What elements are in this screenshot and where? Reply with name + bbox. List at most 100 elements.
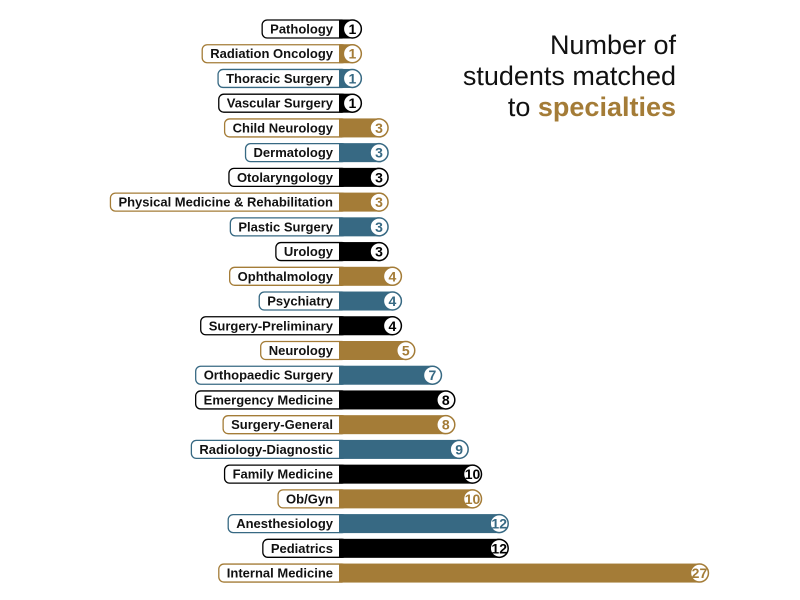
bar-row-child-neurology: Child Neurology 3 — [223, 118, 389, 138]
bar — [339, 340, 406, 360]
value-badge — [462, 489, 483, 509]
data-label: 8 — [442, 392, 450, 408]
data-label: 4 — [389, 318, 397, 334]
category-label: Plastic Surgery — [238, 219, 333, 234]
data-label: 1 — [348, 95, 356, 111]
bar-row-anesthesiology: Anesthesiology 12 — [227, 513, 509, 534]
data-label: 3 — [375, 145, 383, 161]
value-badge — [382, 316, 403, 336]
bar-row-thoracic-surgery: Thoracic Surgery 1 — [217, 68, 363, 89]
bar-row-otolaryngology: Otolaryngology 3 — [228, 167, 389, 188]
bar-row-dermatology: Dermatology 3 — [244, 142, 389, 163]
bar — [339, 563, 700, 583]
chart-title: Number of students matched to specialtie… — [463, 30, 676, 123]
bar — [339, 316, 393, 336]
value-badge — [382, 291, 403, 311]
value-badge — [369, 167, 389, 188]
bar-row-surgery-preliminary: Surgery-Preliminary 4 — [200, 316, 403, 336]
data-label: 10 — [465, 491, 481, 507]
value-badge — [342, 19, 363, 39]
category-label: Vascular Surgery — [227, 96, 334, 111]
category-label: Radiology-Diagnostic — [199, 442, 333, 457]
category-label: Internal Medicine — [227, 566, 333, 581]
bar-row-pathology: Pathology 1 — [261, 19, 363, 39]
category-label: Orthopaedic Surgery — [204, 368, 334, 383]
value-badge — [436, 390, 456, 410]
bar-row-vascular-surgery: Vascular Surgery 1 — [218, 93, 363, 113]
chart-title-prefix: to — [507, 92, 531, 122]
bar-row-surgery-general: Surgery-General 8 — [222, 414, 456, 435]
bar-row-radiation-oncology: Radiation Oncology 1 — [201, 43, 363, 64]
data-label: 4 — [389, 293, 397, 309]
value-badge — [422, 365, 443, 385]
bar — [339, 242, 380, 262]
bar — [339, 365, 433, 385]
value-badge — [342, 43, 363, 64]
data-label: 12 — [491, 540, 507, 556]
bar — [339, 143, 380, 163]
chart-title-accent: specialties — [537, 92, 676, 122]
category-label: Surgery-Preliminary — [209, 318, 334, 333]
data-label: 7 — [429, 367, 437, 383]
category-label: Surgery-General — [231, 417, 333, 432]
data-label: 1 — [348, 70, 356, 86]
bar-row-plastic-surgery: Plastic Surgery 3 — [229, 217, 389, 237]
bar — [339, 390, 446, 410]
data-label: 1 — [348, 46, 356, 62]
value-badge — [489, 538, 509, 559]
chart-title-line-3: to specialties — [463, 92, 676, 123]
bar — [339, 439, 460, 459]
value-badge — [436, 414, 456, 435]
bar — [339, 291, 393, 311]
data-label: 3 — [375, 120, 383, 136]
bar-row-neurology: Neurology 5 — [260, 340, 416, 361]
category-label: Radiation Oncology — [210, 46, 334, 61]
data-label: 10 — [465, 466, 481, 482]
bar — [339, 514, 500, 534]
data-label: 9 — [455, 441, 463, 457]
category-label: Anesthesiology — [236, 516, 334, 531]
bar — [339, 118, 380, 138]
data-label: 27 — [692, 565, 708, 581]
value-badge — [689, 563, 710, 583]
category-label: Dermatology — [254, 145, 334, 160]
bar-row-internal-medicine: Internal Medicine 27 — [218, 563, 710, 583]
value-badge — [342, 93, 363, 113]
bar — [339, 415, 446, 435]
bar-row-ophthalmology: Ophthalmology 4 — [229, 266, 403, 287]
category-label: Urology — [284, 244, 334, 259]
value-badge — [369, 118, 389, 138]
bar-row-emergency-medicine: Emergency Medicine 8 — [195, 390, 456, 410]
bar-row-physical-medicine-rehabilitation: Physical Medicine & Rehabilitation 3 — [109, 192, 389, 212]
bar-row-psychiatry: Psychiatry 4 — [258, 291, 403, 311]
category-label: Ophthalmology — [238, 269, 334, 284]
category-label: Child Neurology — [233, 120, 334, 135]
bar — [339, 192, 380, 212]
category-label: Physical Medicine & Rehabilitation — [118, 195, 333, 210]
bar — [339, 489, 473, 509]
bar — [339, 266, 393, 286]
bar — [339, 167, 380, 187]
value-badge — [382, 266, 403, 287]
bar — [339, 217, 380, 237]
value-badge — [369, 217, 389, 237]
bar-row-orthopaedic-surgery: Orthopaedic Surgery 7 — [195, 365, 443, 385]
data-label: 5 — [402, 342, 410, 358]
data-label: 3 — [375, 194, 383, 210]
data-label: 4 — [389, 268, 397, 284]
data-label: 1 — [348, 21, 356, 37]
category-label: Thoracic Surgery — [226, 71, 334, 86]
value-badge — [396, 340, 416, 361]
value-badge — [462, 464, 483, 484]
chart-title-line-2: students matched — [462, 61, 676, 91]
value-badge — [369, 241, 389, 262]
bar — [339, 464, 473, 484]
bar — [339, 538, 500, 558]
category-label: Pediatrics — [271, 541, 333, 556]
chart-title-line-1: Number of — [549, 30, 676, 60]
bar-row-pediatrics: Pediatrics 12 — [262, 538, 509, 559]
bar-row-family-medicine: Family Medicine 10 — [223, 464, 483, 484]
data-label: 3 — [375, 169, 383, 185]
data-label: 3 — [375, 244, 383, 260]
